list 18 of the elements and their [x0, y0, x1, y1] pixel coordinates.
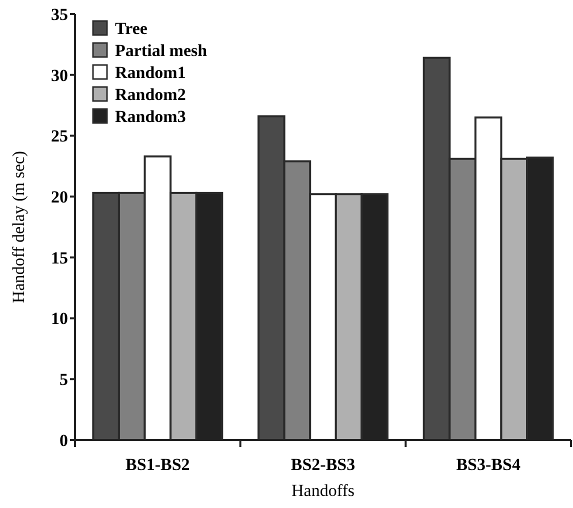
x-axis-title: Handoffs	[292, 481, 354, 500]
x-tick-label: BS3-BS4	[456, 455, 521, 474]
y-tick-label: 10	[51, 309, 68, 328]
y-axis-title: Handoff delay (m sec)	[9, 150, 28, 304]
legend-label: Random2	[115, 84, 186, 104]
y-tick-label: 35	[51, 4, 68, 24]
y-tick-label: 20	[51, 188, 68, 207]
y-tick-label: 0	[60, 430, 68, 450]
legend-label: Tree	[115, 18, 148, 38]
y-tick-label: 25	[51, 126, 68, 146]
legend-label: Partial mesh	[115, 40, 208, 60]
y-tick-label: 15	[51, 248, 68, 268]
x-tick-label: BS1-BS2	[126, 455, 190, 474]
x-tick-label: BS2-BS3	[290, 455, 356, 474]
legend-label: Random1	[115, 62, 186, 82]
legend-label: Random3	[115, 106, 186, 126]
y-tick-label: 5	[60, 370, 68, 390]
y-tick-label: 30	[51, 66, 68, 85]
